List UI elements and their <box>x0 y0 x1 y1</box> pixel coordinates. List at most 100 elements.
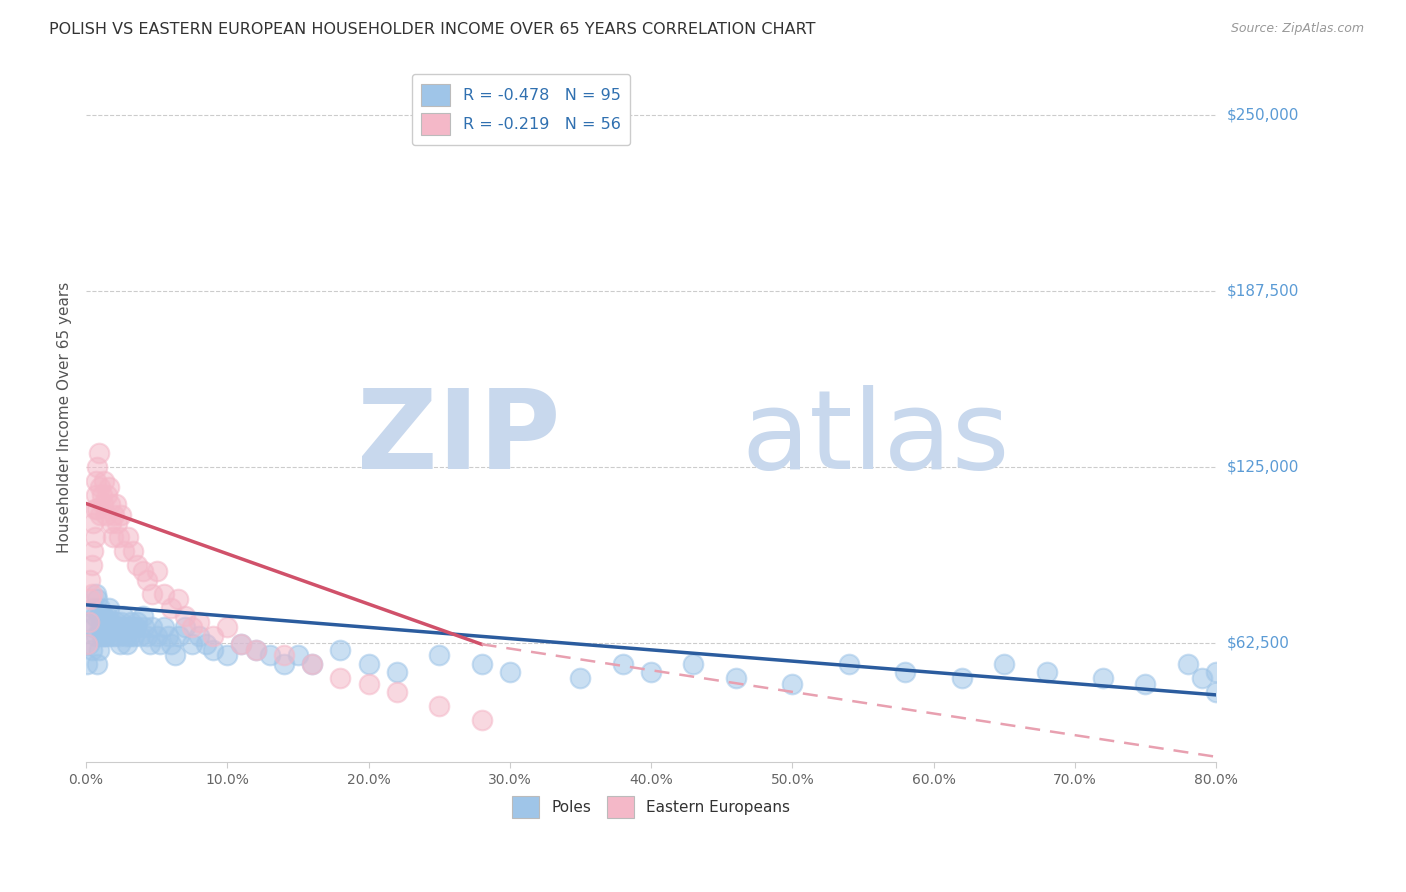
Point <box>169 629 191 643</box>
Point <box>612 657 634 671</box>
Point <box>84 474 107 488</box>
Point <box>82 620 104 634</box>
Point <box>122 629 145 643</box>
Point <box>894 665 917 680</box>
Point <box>94 615 117 629</box>
Point <box>682 657 704 671</box>
Point <box>110 615 132 629</box>
Point <box>1205 665 1227 680</box>
Point <box>124 620 146 634</box>
Point <box>117 530 139 544</box>
Point <box>84 586 107 600</box>
Point <box>159 637 181 651</box>
Point <box>98 629 121 643</box>
Point <box>121 620 143 634</box>
Point <box>301 657 323 671</box>
Point <box>838 657 860 671</box>
Point <box>97 480 120 494</box>
Point <box>499 665 522 680</box>
Point <box>188 629 211 643</box>
Point <box>231 637 253 651</box>
Point <box>121 544 143 558</box>
Point <box>98 497 121 511</box>
Point <box>135 573 157 587</box>
Point <box>107 530 129 544</box>
Point <box>195 637 218 651</box>
Point <box>128 629 150 643</box>
Point <box>87 446 110 460</box>
Point <box>105 620 128 634</box>
Point <box>148 637 170 651</box>
Text: $125,000: $125,000 <box>1227 459 1299 475</box>
Point <box>108 637 131 651</box>
Point <box>471 713 494 727</box>
Point <box>89 480 111 494</box>
Point <box>97 620 120 634</box>
Point <box>112 544 135 558</box>
Point <box>357 676 380 690</box>
Text: ZIP: ZIP <box>357 384 561 491</box>
Point <box>79 592 101 607</box>
Point <box>80 643 103 657</box>
Point <box>96 620 118 634</box>
Point <box>86 459 108 474</box>
Point <box>202 629 225 643</box>
Point <box>471 657 494 671</box>
Point <box>82 544 104 558</box>
Point <box>90 488 112 502</box>
Point <box>181 637 204 651</box>
Point <box>104 615 127 629</box>
Text: Source: ZipAtlas.com: Source: ZipAtlas.com <box>1230 22 1364 36</box>
Point <box>103 508 125 522</box>
Point <box>107 629 129 643</box>
Point <box>131 609 153 624</box>
Point <box>86 502 108 516</box>
Point <box>993 657 1015 671</box>
Point <box>96 488 118 502</box>
Point <box>1035 665 1057 680</box>
Point <box>259 648 281 663</box>
Point <box>93 474 115 488</box>
Point <box>91 620 114 634</box>
Point <box>231 637 253 651</box>
Point <box>115 637 138 651</box>
Point <box>132 620 155 634</box>
Point <box>1191 671 1213 685</box>
Point <box>181 620 204 634</box>
Text: atlas: atlas <box>741 384 1010 491</box>
Text: $250,000: $250,000 <box>1227 108 1299 123</box>
Point <box>80 558 103 573</box>
Point <box>145 564 167 578</box>
Point <box>159 600 181 615</box>
Point <box>111 609 134 624</box>
Point <box>202 643 225 657</box>
Point <box>89 508 111 522</box>
Point <box>80 586 103 600</box>
Point <box>141 620 163 634</box>
Point <box>138 637 160 651</box>
Point <box>86 657 108 671</box>
Point <box>83 530 105 544</box>
Point <box>385 665 408 680</box>
Point <box>94 508 117 522</box>
Text: $62,500: $62,500 <box>1227 635 1291 650</box>
Point <box>77 637 100 651</box>
Point <box>152 620 174 634</box>
Point <box>145 629 167 643</box>
Point <box>93 629 115 643</box>
Point <box>174 620 197 634</box>
Point <box>84 629 107 643</box>
Text: POLISH VS EASTERN EUROPEAN HOUSEHOLDER INCOME OVER 65 YEARS CORRELATION CHART: POLISH VS EASTERN EUROPEAN HOUSEHOLDER I… <box>49 22 815 37</box>
Point <box>86 592 108 607</box>
Point <box>357 657 380 671</box>
Point <box>217 620 239 634</box>
Point <box>950 671 973 685</box>
Point <box>76 657 98 671</box>
Point <box>640 665 662 680</box>
Point <box>167 592 190 607</box>
Point <box>87 643 110 657</box>
Point <box>110 508 132 522</box>
Point <box>724 671 747 685</box>
Point <box>131 564 153 578</box>
Point <box>90 615 112 629</box>
